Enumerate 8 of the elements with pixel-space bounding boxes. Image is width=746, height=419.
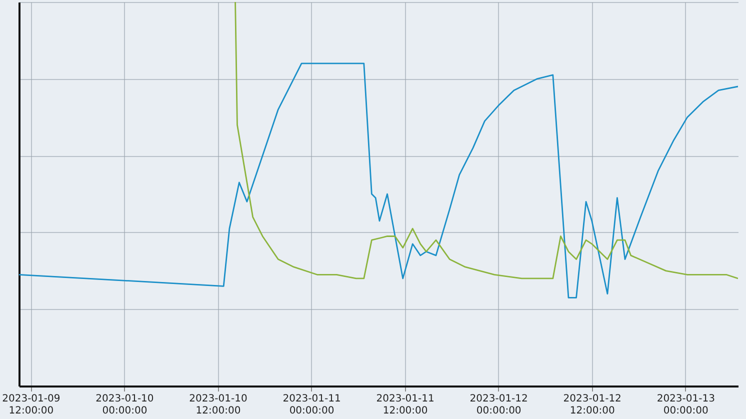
x-tick-label: 2023-01-12 00:00:00 <box>470 394 528 416</box>
x-tick-label: 2023-01-11 12:00:00 <box>376 394 434 416</box>
x-tick-label: 2023-01-11 00:00:00 <box>282 394 341 416</box>
x-tick-label: 2023-01-10 00:00:00 <box>96 394 154 416</box>
x-tick-label: 2023-01-09 12:00:00 <box>2 394 60 416</box>
x-tick-label: 2023-01-12 12:00:00 <box>563 394 622 416</box>
x-tick-label: 2023-01-13 00:00:00 <box>656 394 715 416</box>
x-tick-label: 2023-01-10 12:00:00 <box>189 394 248 416</box>
